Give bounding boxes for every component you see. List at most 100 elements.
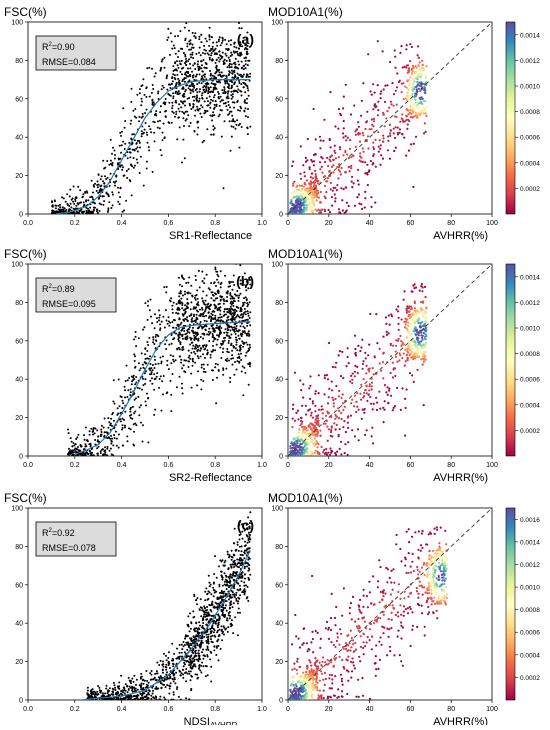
data-point [317,417,319,419]
data-point [170,300,172,302]
data-point [359,159,361,161]
data-point [113,379,115,381]
data-point [207,87,209,89]
data-point [293,438,295,440]
data-point [335,385,337,387]
data-point [409,60,411,62]
data-point [179,303,181,305]
data-point [207,83,209,85]
data-point [385,117,387,119]
data-point [241,545,243,547]
data-point [217,317,219,319]
data-point [221,37,223,39]
data-point [375,105,377,107]
data-point [138,337,140,339]
data-point [171,41,173,43]
data-point [334,366,336,368]
data-point [237,61,239,63]
data-point [137,151,139,153]
data-point [81,453,83,455]
data-point [412,65,414,67]
data-point [216,41,218,43]
data-point [181,275,183,277]
x-axis-label-main: SR2-Reflectance [169,472,252,484]
data-point [198,326,200,328]
data-point [202,338,204,340]
data-point [218,282,220,284]
data-point [212,46,214,48]
data-point [79,189,81,191]
data-point [385,391,387,393]
data-point [323,393,325,395]
data-point [338,208,340,210]
data-point [201,78,203,80]
data-point [226,351,228,353]
data-point [231,66,233,68]
data-point [230,314,232,316]
data-point [192,610,194,612]
data-point [178,277,180,279]
data-point [410,143,412,145]
data-point [176,303,178,305]
data-point [302,164,304,166]
data-point [361,208,363,210]
data-point [196,100,198,102]
data-point [228,599,230,601]
data-point [417,322,419,324]
data-point [359,133,361,135]
data-point [175,359,177,361]
data-point [224,120,226,122]
x-tick-label: 20 [325,220,333,227]
data-point [332,187,334,189]
data-point [174,35,176,37]
y-tick-label: 100 [271,262,283,269]
data-point [178,300,180,302]
data-point [193,308,195,310]
data-point [231,54,233,56]
data-point [181,80,183,82]
data-point [68,448,70,450]
data-point [382,158,384,160]
data-point [415,102,417,104]
data-point [201,92,203,94]
data-point [148,67,150,69]
data-point [205,50,207,52]
data-point [197,339,199,341]
data-point [305,405,307,407]
data-point [212,351,214,353]
y-tick-label: 20 [15,173,23,180]
data-point [363,412,365,414]
data-point [89,434,91,436]
data-point [133,133,135,135]
data-point [360,384,362,386]
data-point [223,332,225,334]
data-point [367,354,369,356]
data-point [137,146,139,148]
data-point [155,334,157,336]
data-point [228,97,230,99]
y-tick-label: 40 [15,621,23,628]
data-point [233,326,235,328]
data-point [100,452,102,454]
data-point [141,98,143,100]
data-point [173,694,175,696]
data-point [387,135,389,137]
data-point [417,78,419,80]
data-point [68,208,70,210]
data-point [175,113,177,115]
data-point [176,74,178,76]
data-point [120,395,122,397]
data-point [425,106,427,108]
data-point [323,449,325,451]
data-point [103,183,105,185]
data-point [93,184,95,186]
data-point [233,77,235,79]
data-point [226,308,228,310]
data-point [373,153,375,155]
data-point [111,425,113,427]
data-point [225,328,227,330]
data-point [226,43,228,45]
data-point [372,108,374,110]
colorbar-tick-label: 0.0004 [520,402,540,409]
data-point [238,48,240,50]
